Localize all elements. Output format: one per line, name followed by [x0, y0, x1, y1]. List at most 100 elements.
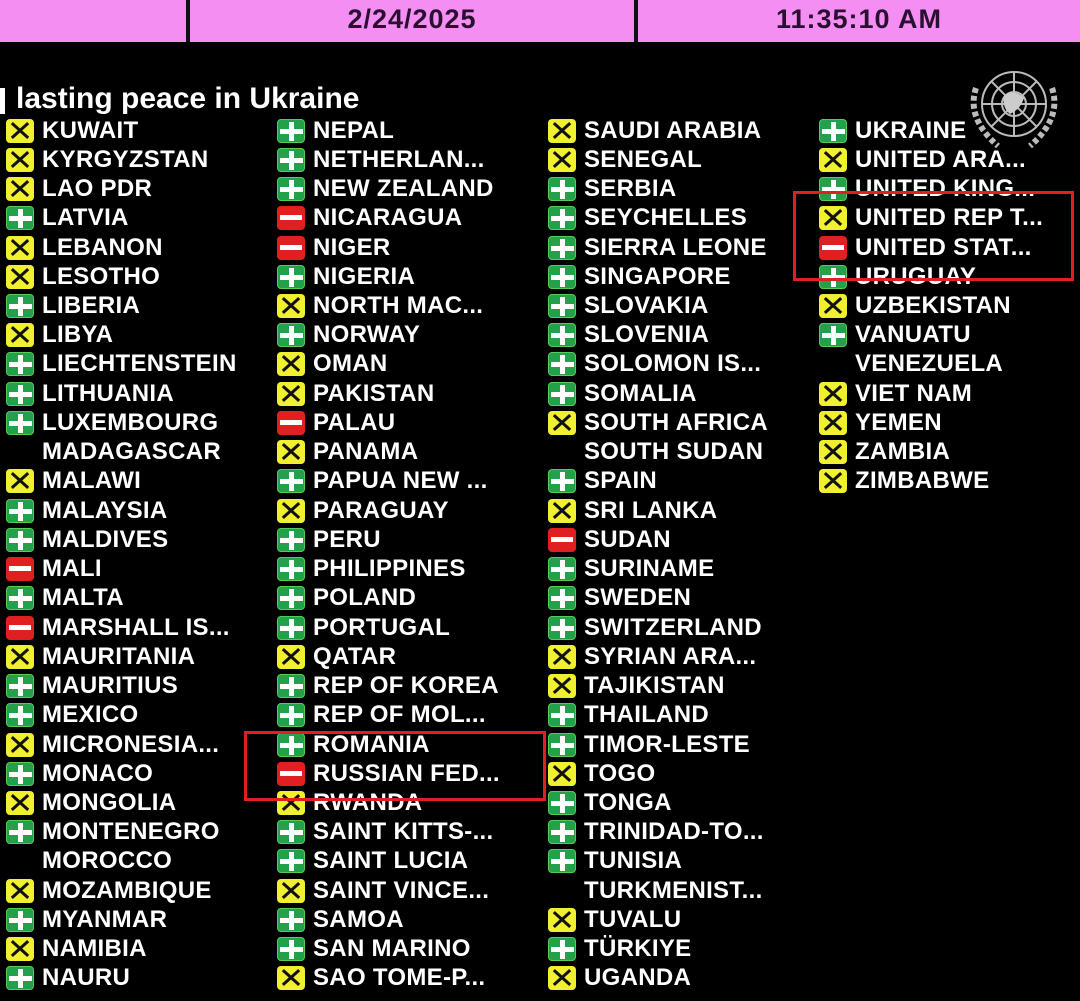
country-name: KUWAIT: [42, 116, 139, 144]
country-name: MADAGASCAR: [42, 438, 221, 466]
abstain-x-icon: [6, 644, 34, 669]
yes-plus-icon: [277, 703, 305, 728]
country-row: UZBEKISTAN: [819, 291, 1080, 320]
yes-plus-icon: [6, 294, 34, 319]
yes-plus-icon: [277, 527, 305, 552]
yes-plus-icon: [277, 907, 305, 932]
country-name: UKRAINE: [855, 116, 967, 144]
country-name: UNITED REP T...: [855, 204, 1044, 232]
country-row: SEYCHELLES: [548, 204, 819, 233]
country-name: SWEDEN: [584, 584, 692, 612]
country-name: SINGAPORE: [584, 262, 731, 290]
country-row: NORTH MAC...: [277, 291, 548, 320]
highlight-box-russia: [244, 731, 546, 801]
country-name: MYANMAR: [42, 905, 168, 933]
yes-plus-icon: [548, 849, 576, 874]
country-row: LITHUANIA: [6, 379, 277, 408]
abstain-x-icon: [6, 118, 34, 143]
yes-plus-icon: [548, 732, 576, 757]
country-row: SLOVENIA: [548, 321, 819, 350]
country-name: OMAN: [313, 350, 388, 378]
abstain-x-icon: [6, 147, 34, 172]
country-row: PAPUA NEW ...: [277, 467, 548, 496]
no-vote-blank-icon: [548, 879, 576, 903]
country-name: PALAU: [313, 408, 396, 436]
country-name: LIECHTENSTEIN: [42, 350, 237, 378]
country-row: VENEZUELA: [819, 350, 1080, 379]
country-row: OMAN: [277, 350, 548, 379]
no-vote-blank-icon: [6, 849, 34, 873]
country-row: YEMEN: [819, 408, 1080, 437]
country-name: TUVALU: [584, 905, 682, 933]
abstain-x-icon: [6, 469, 34, 494]
country-name: QATAR: [313, 642, 397, 670]
yes-plus-icon: [548, 177, 576, 202]
country-row: SUDAN: [548, 525, 819, 554]
country-name: RWANDA: [313, 789, 423, 816]
abstain-x-icon: [548, 674, 576, 699]
country-row: PANAMA: [277, 438, 548, 467]
country-name: LIBERIA: [42, 292, 141, 320]
country-name: TONGA: [584, 789, 672, 816]
country-row: THAILAND: [548, 701, 819, 730]
abstain-x-icon: [819, 410, 847, 435]
yes-plus-icon: [277, 323, 305, 348]
country-row: TOGO: [548, 759, 819, 788]
yes-plus-icon: [6, 381, 34, 406]
country-row: UNITED STAT...: [819, 233, 1080, 262]
country-row: UKRAINE: [819, 116, 1080, 145]
country-row: ZAMBIA: [819, 438, 1080, 467]
country-row: KUWAIT: [6, 116, 277, 145]
country-name: NORWAY: [313, 321, 421, 349]
abstain-x-icon: [548, 147, 576, 172]
yes-plus-icon: [6, 674, 34, 699]
yes-plus-icon: [6, 907, 34, 932]
country-name: SAINT VINCE...: [313, 876, 490, 904]
country-row: MADAGASCAR: [6, 438, 277, 467]
yes-plus-icon: [6, 820, 34, 845]
country-name: VENEZUELA: [855, 350, 1004, 378]
country-row: TIMOR-LESTE: [548, 730, 819, 759]
country-name: LESOTHO: [42, 262, 161, 290]
country-row: RWANDA: [277, 788, 548, 817]
title-fragment-bar: [0, 88, 5, 114]
country-name: SWITZERLAND: [584, 613, 762, 641]
yes-plus-icon: [548, 352, 576, 377]
abstain-x-icon: [277, 294, 305, 319]
country-row: LIBERIA: [6, 291, 277, 320]
country-name: SEYCHELLES: [584, 204, 748, 232]
country-name: VIET NAM: [855, 379, 973, 407]
country-row: LEBANON: [6, 233, 277, 262]
country-name: NAMIBIA: [42, 935, 147, 963]
country-row: URUGUAY: [819, 262, 1080, 291]
yes-plus-icon: [6, 586, 34, 611]
abstain-x-icon: [548, 410, 576, 435]
country-row: NAMIBIA: [6, 935, 277, 964]
yes-plus-icon: [548, 586, 576, 611]
country-row: NORWAY: [277, 321, 548, 350]
country-row: SAMOA: [277, 905, 548, 934]
country-name: SLOVENIA: [584, 321, 710, 349]
country-name: THAILAND: [584, 701, 710, 729]
header-divider: [186, 0, 190, 42]
abstain-x-icon: [819, 469, 847, 494]
country-name: UNITED STAT...: [855, 233, 1032, 261]
country-name: SERBIA: [584, 175, 677, 203]
country-name: NEW ZEALAND: [313, 175, 494, 203]
abstain-x-icon: [819, 440, 847, 465]
country-name: UGANDA: [584, 964, 692, 992]
abstain-x-icon: [819, 294, 847, 319]
abstain-x-icon: [6, 732, 34, 757]
country-row: LATVIA: [6, 204, 277, 233]
yes-plus-icon: [548, 323, 576, 348]
yes-plus-icon: [548, 469, 576, 494]
abstain-x-icon: [548, 907, 576, 932]
yes-plus-icon: [277, 615, 305, 640]
abstain-x-icon: [277, 644, 305, 669]
country-name: TUNISIA: [584, 847, 683, 875]
country-name: PERU: [313, 525, 381, 553]
no-minus-icon: [819, 235, 847, 260]
country-row: TURKMENIST...: [548, 876, 819, 905]
country-row: SAINT KITTS-...: [277, 818, 548, 847]
yes-plus-icon: [819, 118, 847, 143]
